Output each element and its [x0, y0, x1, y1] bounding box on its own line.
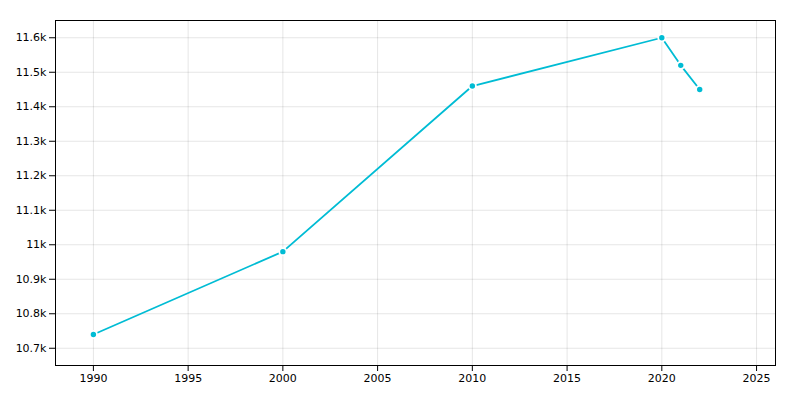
svg-text:2025: 2025 [743, 372, 771, 385]
svg-text:10.7k: 10.7k [16, 342, 47, 355]
svg-text:2015: 2015 [553, 372, 581, 385]
svg-text:1995: 1995 [174, 372, 202, 385]
svg-text:2020: 2020 [648, 372, 676, 385]
svg-text:11.3k: 11.3k [16, 135, 47, 148]
svg-text:11.5k: 11.5k [16, 66, 47, 79]
svg-text:11.2k: 11.2k [16, 169, 47, 182]
svg-text:10.8k: 10.8k [16, 307, 47, 320]
svg-text:2005: 2005 [364, 372, 392, 385]
svg-text:11k: 11k [26, 238, 47, 251]
svg-text:2010: 2010 [458, 372, 486, 385]
svg-text:11.1k: 11.1k [16, 204, 47, 217]
svg-text:10.9k: 10.9k [16, 273, 47, 286]
svg-text:1990: 1990 [79, 372, 107, 385]
svg-text:11.4k: 11.4k [16, 100, 47, 113]
svg-text:2000: 2000 [269, 372, 297, 385]
svg-text:11.6k: 11.6k [16, 31, 47, 44]
